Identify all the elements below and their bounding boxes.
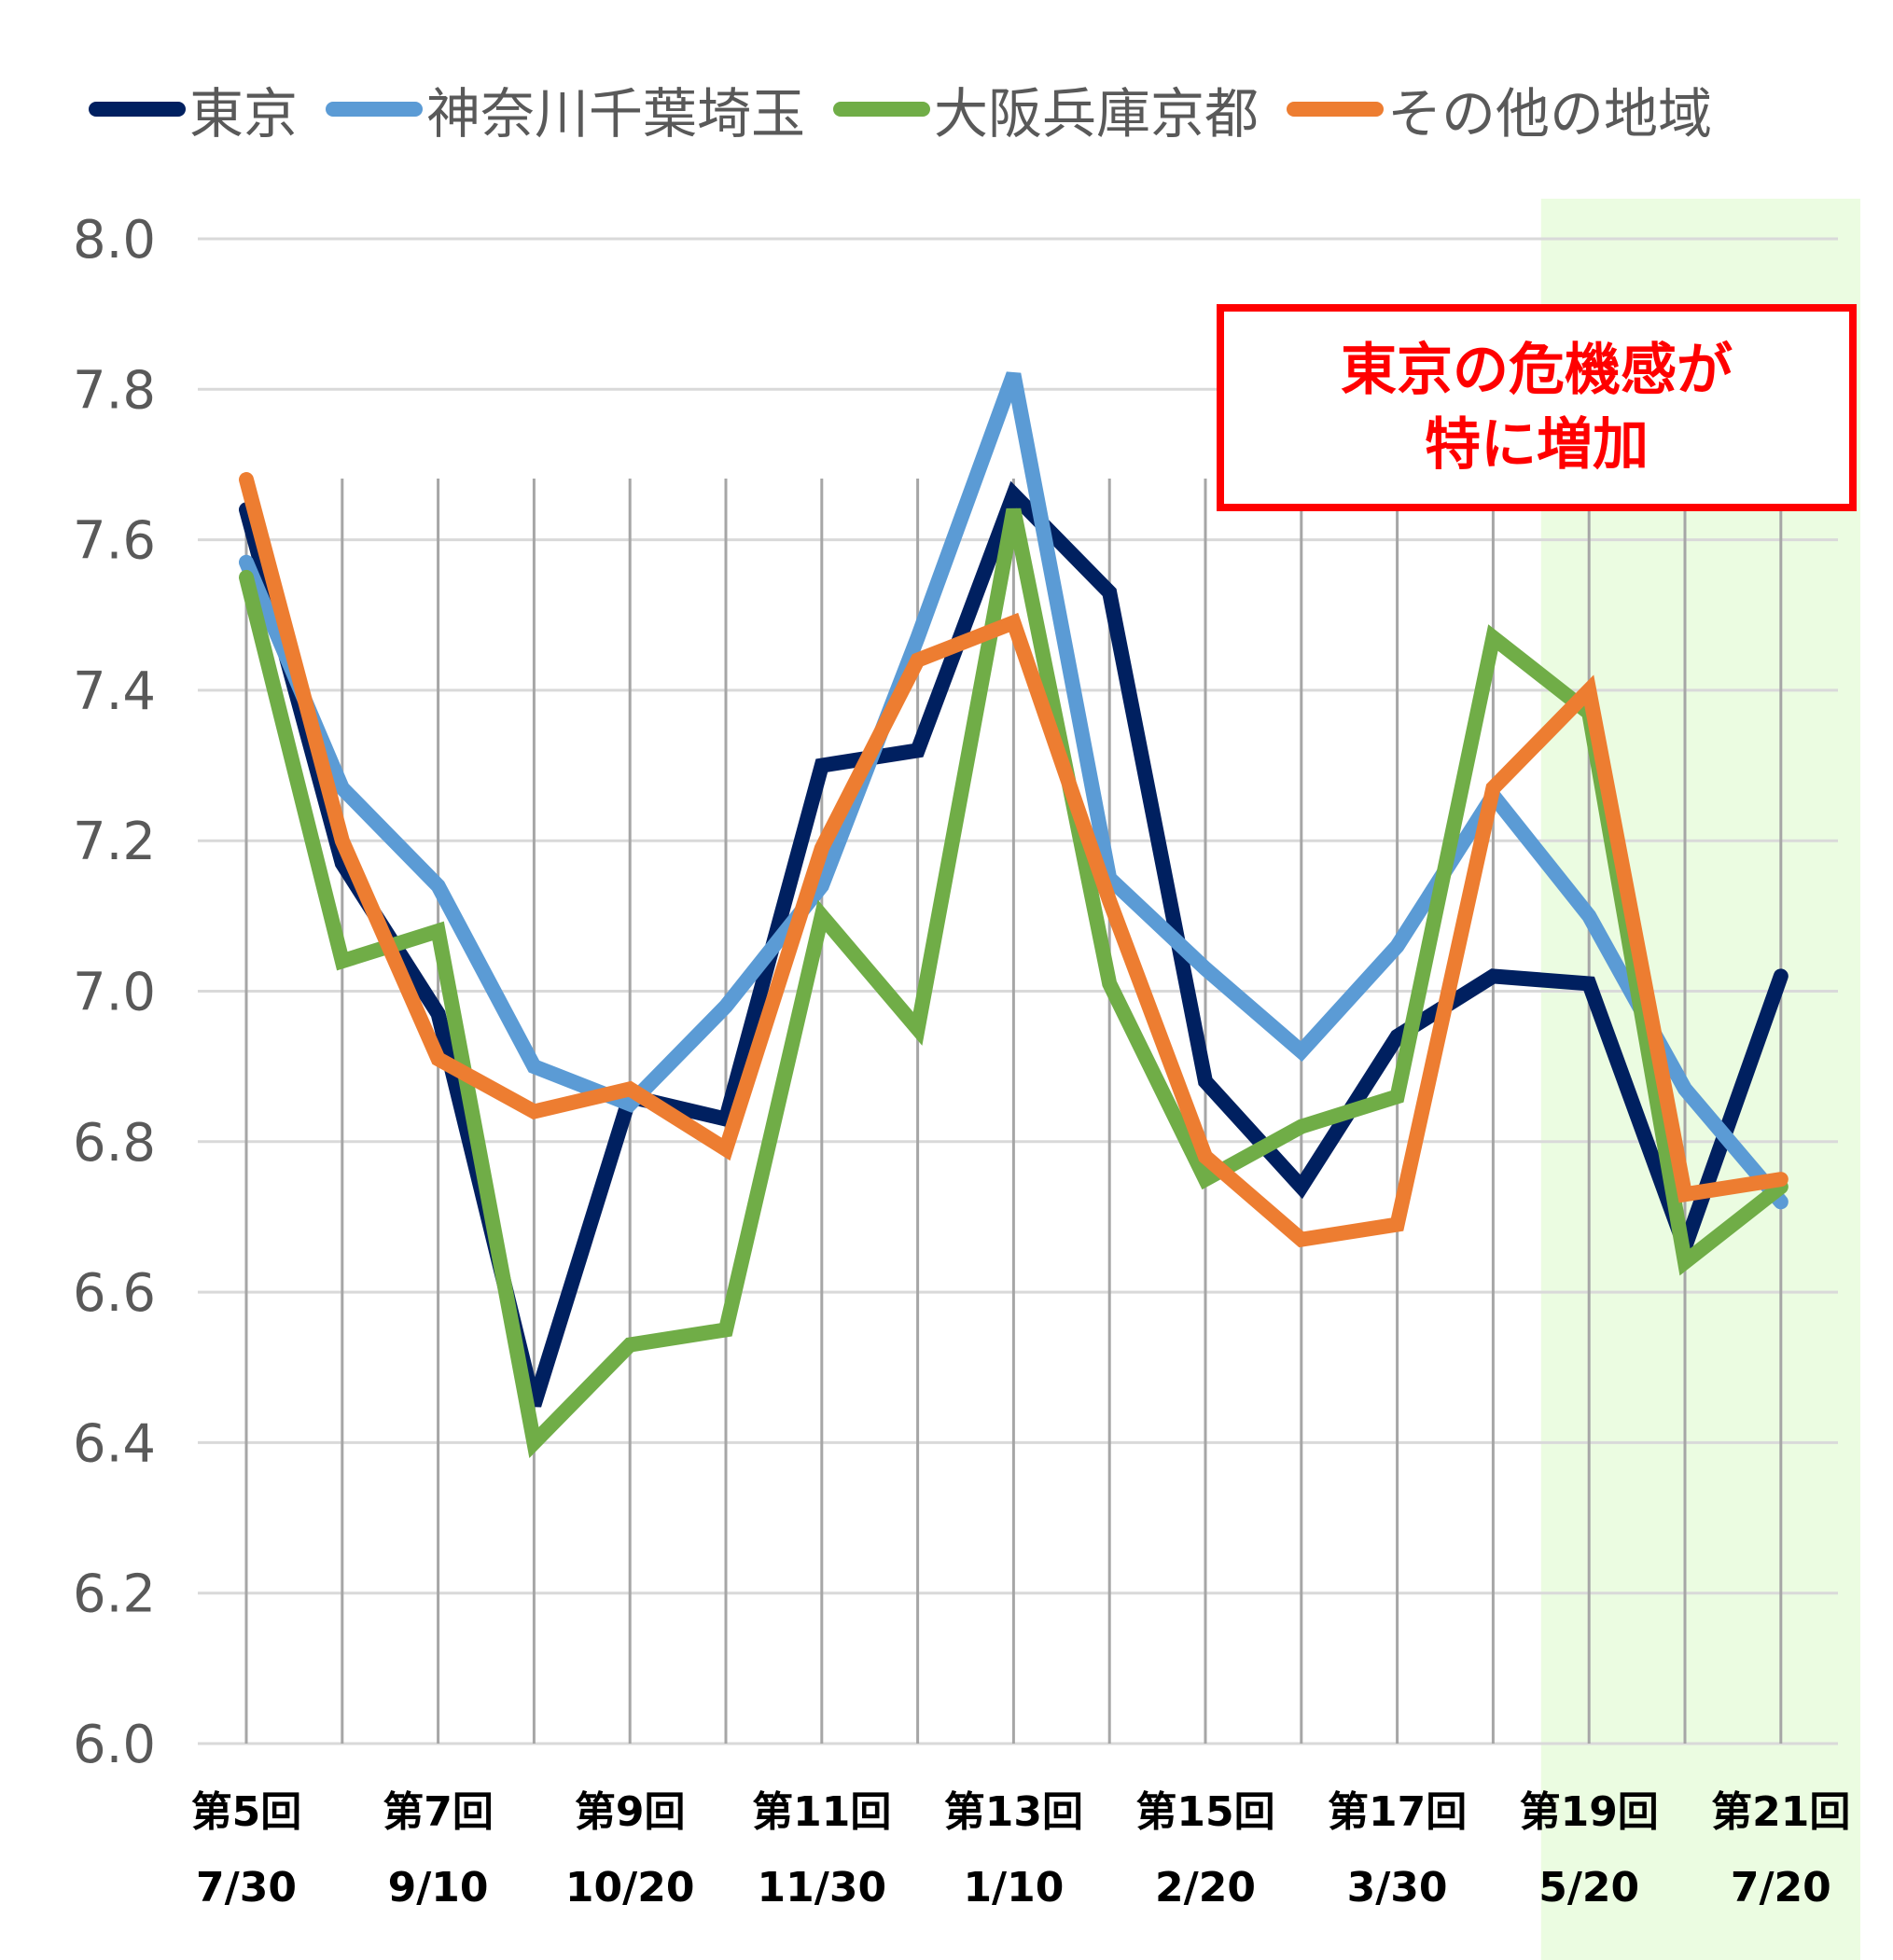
legend-item: その他の地域 — [1287, 70, 1712, 148]
y-tick-label: 6.4 — [73, 1413, 156, 1474]
x-tick-round-label: 第7回 — [383, 1788, 494, 1836]
x-tick-date-label: 5/20 — [1538, 1864, 1639, 1911]
legend-item: 東京 — [89, 70, 298, 148]
annotation-box: 東京の危機感が 特に増加 — [1217, 304, 1857, 511]
x-tick-round-label: 第11回 — [752, 1788, 891, 1836]
legend-swatch — [1287, 102, 1385, 117]
annotation-line-1: 東京の危機感が — [1341, 338, 1733, 403]
x-tick-round-label: 第19回 — [1520, 1788, 1659, 1836]
x-tick-date-label: 11/30 — [758, 1864, 887, 1911]
legend-item: 大阪兵庫京都 — [833, 70, 1259, 148]
series-line-4 — [239, 472, 1789, 1248]
y-tick-label: 7.0 — [73, 963, 156, 1023]
x-tick-date-label: 9/10 — [388, 1864, 489, 1911]
x-tick-round-label: 第15回 — [1135, 1788, 1274, 1836]
series-line-3 — [239, 507, 1789, 1458]
x-tick-round-label: 第17回 — [1328, 1788, 1467, 1836]
x-tick-round-label: 第9回 — [575, 1788, 686, 1836]
y-tick-label: 7.2 — [73, 812, 156, 872]
y-tick-label: 6.2 — [73, 1564, 156, 1625]
x-tick-date-label: 10/20 — [565, 1864, 695, 1911]
legend-label: 大阪兵庫京都 — [934, 82, 1260, 146]
annotation-line-2: 特に増加 — [1425, 412, 1649, 478]
y-axis-ticks: 6.0 6.2 6.4 6.6 6.8 7.0 7.2 7.4 7.6 7.8 8.0 — [73, 210, 156, 1775]
legend-label: 神奈川千葉埼玉 — [426, 82, 806, 146]
x-tick-date-label: 3/30 — [1347, 1864, 1448, 1911]
x-tick-date-label: 7/20 — [1731, 1864, 1831, 1911]
legend-label: 東京 — [189, 82, 299, 146]
y-tick-label: 6.6 — [73, 1263, 156, 1324]
series-lines — [239, 371, 1789, 1458]
x-tick-round-label: 第5回 — [191, 1788, 302, 1836]
y-tick-label: 8.0 — [73, 210, 156, 271]
legend-item: 神奈川千葉埼玉 — [326, 70, 805, 148]
x-tick-date-label: 1/10 — [963, 1864, 1064, 1911]
legend: 東京 神奈川千葉埼玉 大阪兵庫京都 その他の地域 — [89, 76, 1740, 146]
y-tick-label: 6.8 — [73, 1113, 156, 1174]
legend-swatch — [89, 102, 186, 117]
x-tick-round-label: 第21回 — [1711, 1788, 1850, 1836]
legend-swatch — [326, 102, 424, 117]
y-tick-label: 7.4 — [73, 661, 156, 722]
x-tick-date-label: 2/20 — [1155, 1864, 1256, 1911]
x-tick-round-label: 第13回 — [944, 1788, 1083, 1836]
y-tick-label: 7.6 — [73, 511, 156, 572]
x-axis-ticks: 第5回 7/30 第7回 9/10 第9回 10/20 第11回 11/30 第13回 1/10 第… — [191, 1788, 1851, 1911]
y-tick-label: 6.0 — [73, 1715, 156, 1775]
series-line-2 — [239, 371, 1789, 1210]
legend-swatch — [833, 102, 931, 117]
x-tick-date-label: 7/30 — [196, 1864, 297, 1911]
y-tick-label: 7.8 — [73, 360, 156, 421]
legend-label: その他の地域 — [1387, 82, 1713, 146]
